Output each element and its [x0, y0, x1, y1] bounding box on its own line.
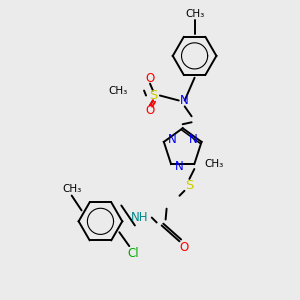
Text: Cl: Cl [128, 247, 139, 260]
Text: S: S [149, 89, 157, 102]
Text: N: N [180, 94, 189, 107]
Text: NH: NH [131, 211, 148, 224]
Text: CH₃: CH₃ [62, 184, 81, 194]
Text: N: N [167, 134, 176, 146]
Text: O: O [180, 241, 189, 254]
Text: N: N [175, 160, 183, 172]
Text: O: O [146, 72, 154, 85]
Text: O: O [146, 104, 154, 117]
Text: S: S [185, 179, 194, 192]
Text: CH₃: CH₃ [108, 85, 127, 96]
Text: CH₃: CH₃ [205, 159, 224, 169]
Text: CH₃: CH₃ [185, 9, 204, 19]
Text: N: N [189, 134, 198, 146]
